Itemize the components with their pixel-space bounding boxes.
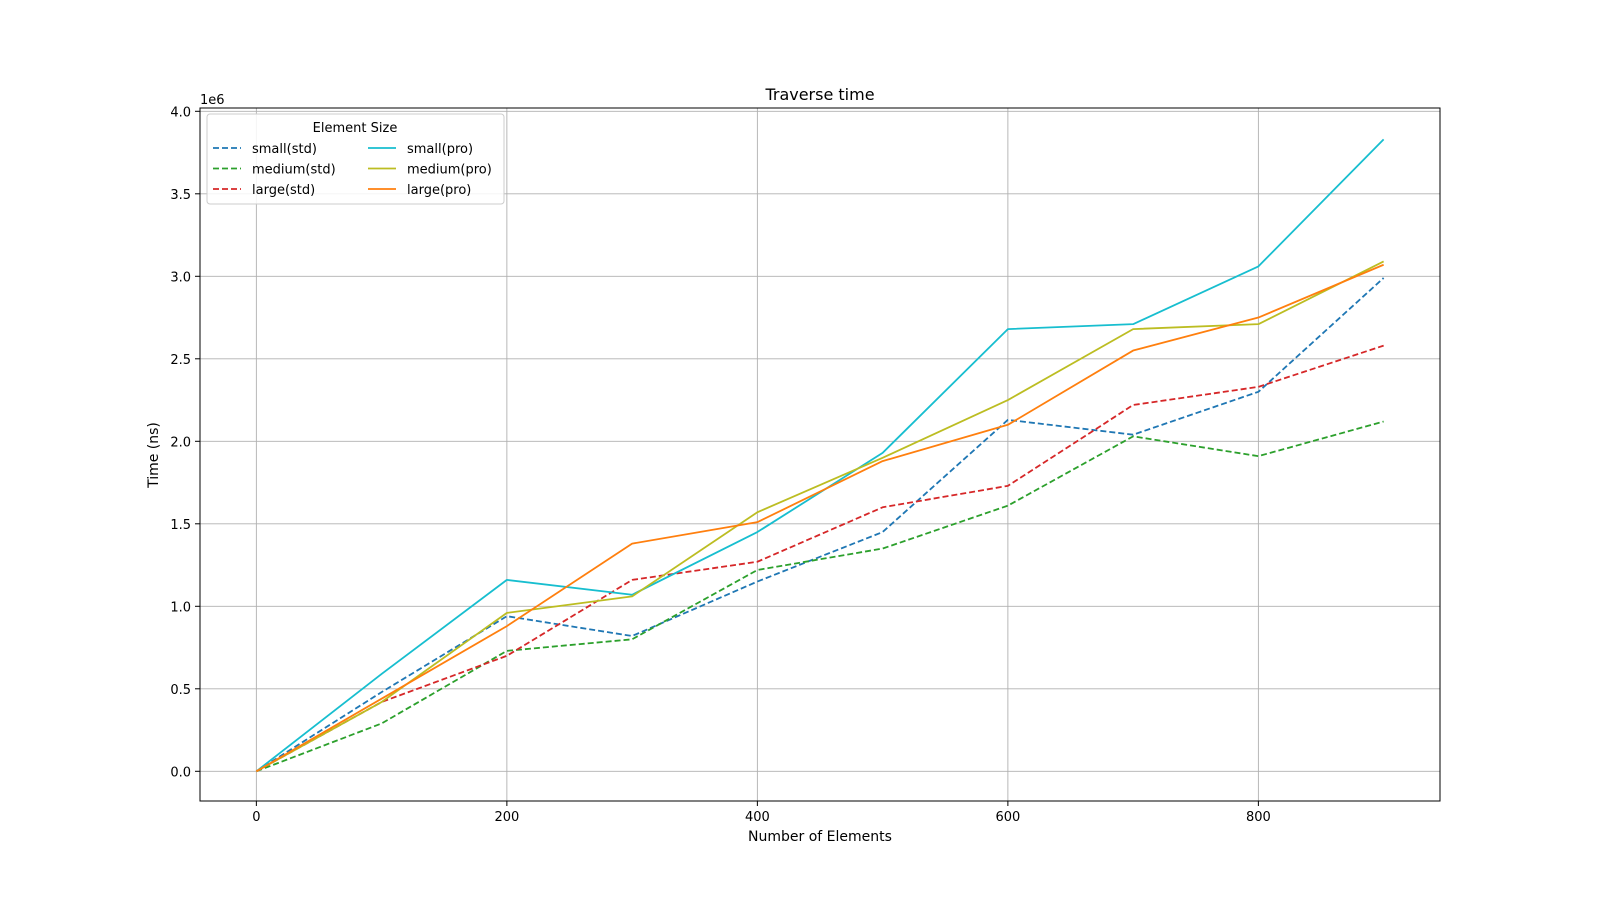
series-line-large-std (255, 344, 1384, 773)
x-tick-label: 0 (252, 810, 260, 825)
legend-items: small(std) medium(std) large(std) small(pro… (213, 142, 492, 198)
legend-title: Element Size (313, 121, 398, 136)
legend-label: large(pro) (407, 183, 471, 198)
legend: Element Size small(std) medium(std) large(… (206, 113, 505, 205)
series-line-medium-std (256, 420, 1384, 773)
plot-area (200, 108, 1440, 801)
y-tick-label: 2.5 (170, 353, 191, 368)
x-tick-label: 600 (995, 810, 1020, 825)
legend-label: medium(pro) (407, 163, 492, 178)
y-tick-label: 1.0 (170, 600, 191, 615)
y-tick-label: 0.5 (170, 683, 191, 698)
legend-label: large(std) (252, 183, 315, 198)
x-tick-label: 800 (1246, 810, 1271, 825)
y-tick-label: 3.0 (170, 270, 191, 285)
series-line-small-std (255, 277, 1385, 773)
series-line-medium-pro (255, 260, 1385, 773)
y-axis-ticks: 0.0 0.5 1.0 1.5 2.0 2.5 3.0 3.5 4.0 (170, 105, 200, 780)
y-tick-label: 2.0 (170, 435, 191, 450)
series-line-large-pro (255, 263, 1384, 773)
legend-label: small(pro) (407, 142, 473, 157)
series-lines (255, 138, 1385, 773)
y-axis-offset-label: 1e6 (200, 93, 225, 108)
chart-title: Traverse time (764, 85, 874, 104)
x-tick-label: 400 (745, 810, 770, 825)
x-tick-label: 200 (494, 810, 519, 825)
y-axis-label: Time (ns) (146, 422, 162, 489)
legend-label: medium(std) (252, 163, 336, 178)
legend-box (206, 113, 505, 205)
y-tick-label: 4.0 (170, 105, 191, 120)
y-tick-label: 0.0 (170, 765, 191, 780)
x-axis-label: Number of Elements (748, 829, 892, 845)
x-axis-ticks: 0 200 400 600 800 (252, 801, 1271, 825)
y-tick-label: 3.5 (170, 188, 191, 203)
axes-frame (199, 107, 1441, 802)
y-tick-label: 1.5 (170, 518, 191, 533)
legend-label: small(std) (252, 142, 317, 157)
